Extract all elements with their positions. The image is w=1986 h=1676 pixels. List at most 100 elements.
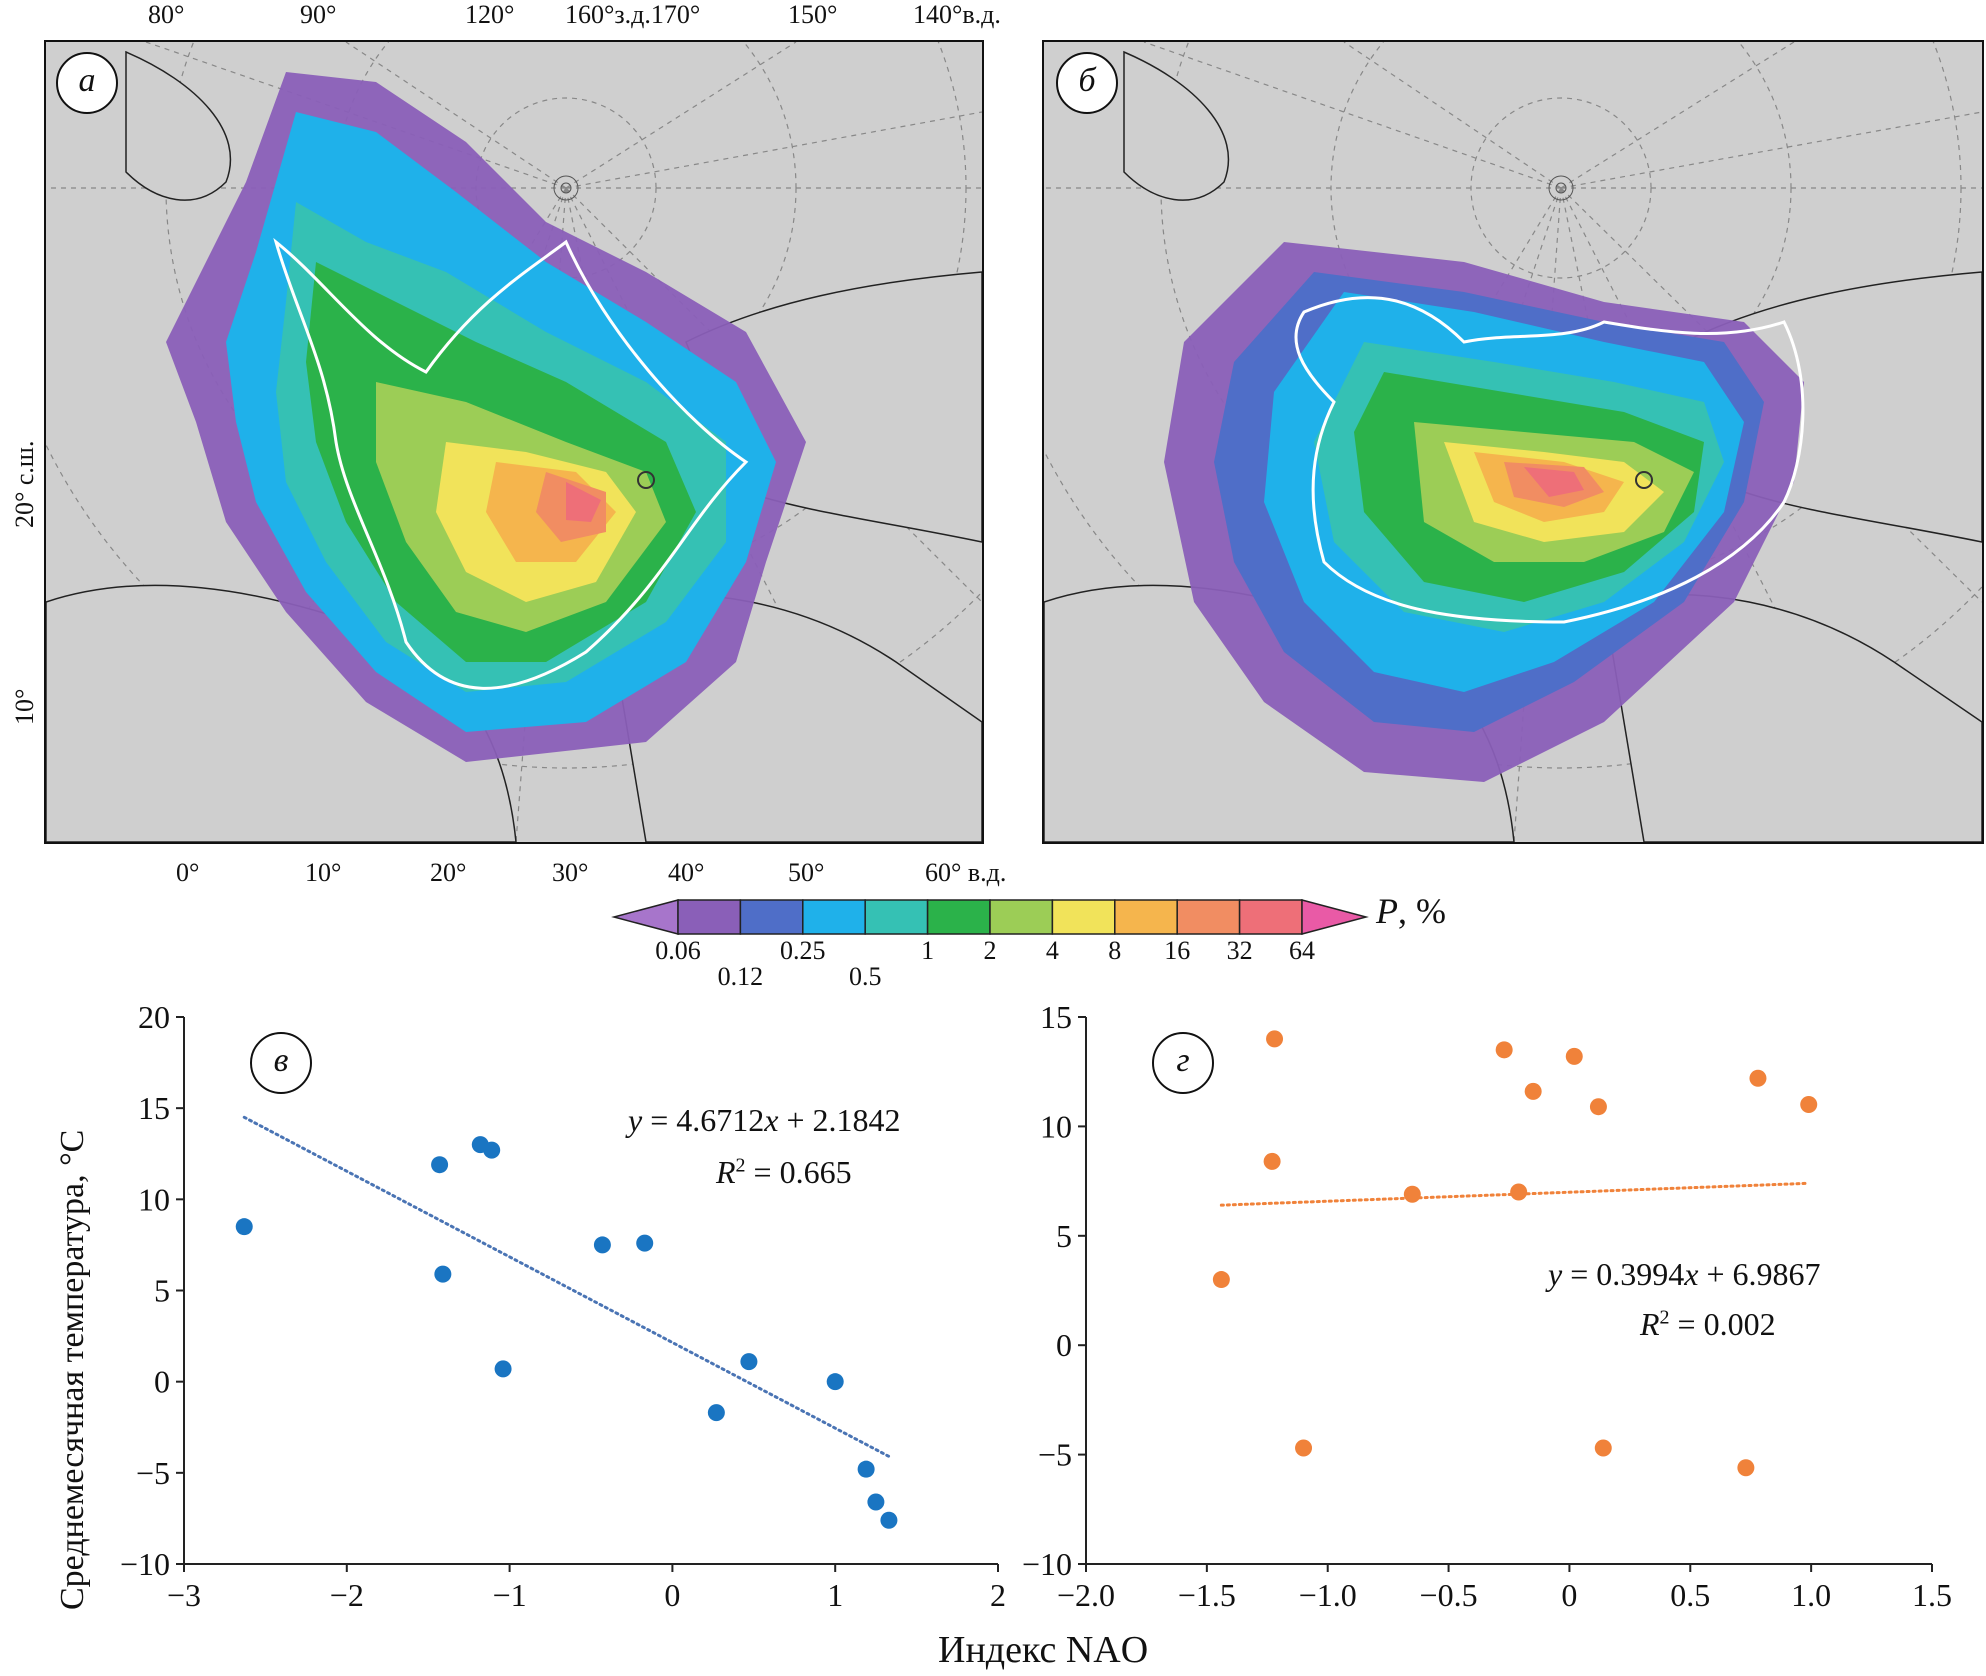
bottom-lon-label-5: 40°: [668, 858, 705, 887]
colorbar-title: P, %: [1376, 890, 1446, 932]
r2-d: R2 = 0.002: [1640, 1306, 1776, 1343]
x-axis-label: Индекс NAO: [938, 1629, 1149, 1671]
panel-a-letter: а: [56, 52, 118, 114]
colorbar-tick-label: 2: [983, 936, 997, 965]
x-tick-label: 0.5: [1670, 1577, 1710, 1613]
eq-c-intercept: + 2.1842: [778, 1102, 901, 1138]
panel-c-letter: в: [250, 1032, 312, 1094]
colorbar-end-right: [1301, 899, 1369, 935]
y-axis-label: Среднемесячная температура, °C: [54, 1129, 91, 1610]
trendline: [242, 1115, 891, 1458]
data-point: [235, 1218, 253, 1236]
data-point: [494, 1360, 512, 1378]
x-tick-label: 0: [1561, 1577, 1577, 1613]
data-point: [636, 1234, 654, 1252]
bottom-lon-label-3: 20°: [430, 858, 467, 887]
data-point: [1295, 1439, 1313, 1457]
data-point: [1594, 1439, 1612, 1457]
colorbar-tick-label: 0.25: [780, 936, 826, 965]
panel-b-letter: б: [1056, 52, 1118, 114]
eq-d-xvar: x: [1684, 1256, 1699, 1292]
eq-c-var: y: [628, 1102, 643, 1138]
data-point: [431, 1156, 449, 1174]
top-lon-label-1: 80°: [148, 0, 185, 29]
y-tick-label: 0: [1056, 1327, 1072, 1363]
y-tick-label: 10: [138, 1181, 170, 1217]
data-point: [826, 1373, 844, 1391]
data-point: [1403, 1185, 1421, 1203]
eq-c-coef: = 4.6712: [642, 1102, 765, 1138]
r2-d-exp: 2: [1659, 1306, 1670, 1329]
left-lat-label-1: 20° с.ш.: [10, 440, 39, 528]
data-point: [1524, 1082, 1542, 1100]
y-tick-label: 5: [154, 1273, 170, 1309]
y-tick-label: −10: [120, 1546, 170, 1582]
colorbar-bin: [1114, 899, 1178, 935]
data-point: [593, 1236, 611, 1254]
data-point: [1800, 1096, 1818, 1114]
y-tick-label: 20: [138, 999, 170, 1035]
top-lon-label-3: 120°: [465, 0, 515, 29]
eq-d-intercept: + 6.9867: [1698, 1256, 1821, 1292]
eq-d-coef: = 0.3994: [1562, 1256, 1685, 1292]
colorbar-bin: [739, 899, 804, 935]
colorbar-tick-label: 32: [1226, 936, 1253, 965]
colorbar-tick-label: 4: [1045, 936, 1059, 965]
data-point: [1737, 1459, 1755, 1477]
equation-c: y = 4.6712x + 2.1842: [628, 1102, 901, 1139]
colorbar-bin: [989, 899, 1054, 935]
x-tick-label: 1.5: [1912, 1577, 1952, 1613]
equation-d: y = 0.3994x + 6.9867: [1548, 1256, 1821, 1293]
map-a-probability-field: [166, 72, 806, 762]
y-tick-label: 15: [1040, 999, 1072, 1035]
colorbar-tick-label: 0.5: [848, 962, 882, 991]
x-tick-label: 0: [664, 1577, 680, 1613]
x-tick-label: −3: [167, 1577, 201, 1613]
top-lon-label-2: 90°: [300, 0, 337, 29]
data-point: [867, 1493, 885, 1511]
colorbar-end-left: [611, 899, 679, 935]
r2-d-value: = 0.002: [1669, 1306, 1776, 1342]
colorbar-var: P: [1376, 891, 1398, 931]
colorbar: [611, 899, 1369, 935]
bottom-lon-label-1: 0°: [176, 858, 200, 887]
map-b-probability-field: [1164, 242, 1805, 782]
colorbar-bin: [864, 899, 929, 935]
y-tick-label: 10: [1040, 1108, 1072, 1144]
x-tick-label: −2.0: [1057, 1577, 1115, 1613]
data-point: [1266, 1030, 1284, 1048]
colorbar-tick-label: 64: [1289, 936, 1315, 965]
x-tick-label: −2: [330, 1577, 364, 1613]
data-point: [857, 1460, 875, 1478]
colorbar-bin: [926, 899, 991, 935]
eq-d-var: y: [1548, 1256, 1563, 1292]
top-lon-label-4: 160°з.д.170°: [565, 0, 701, 29]
map-panel-a: а: [44, 40, 984, 844]
y-tick-label: 0: [154, 1364, 170, 1400]
colorbar-unit: , %: [1398, 891, 1446, 931]
colorbar-tick-label: 1: [921, 936, 935, 965]
data-point: [1510, 1183, 1528, 1201]
data-point: [1565, 1047, 1583, 1065]
map-panel-b: б: [1042, 40, 1984, 844]
y-tick-label: −5: [1038, 1437, 1072, 1473]
panel-d-letter: г: [1152, 1032, 1214, 1094]
data-point: [483, 1141, 501, 1159]
data-point: [1263, 1152, 1281, 1170]
top-lon-label-6: 140°в.д.: [913, 0, 1001, 29]
x-tick-label: −0.5: [1420, 1577, 1478, 1613]
colorbar-tick-label: 0.12: [717, 962, 764, 991]
scatter-chart-d: −10 −5 0 5 10 15 −2.0 −1.5 −1.0 −0.5 0 0.5 1.0 1.5: [1022, 999, 1952, 1613]
bottom-lon-label-4: 30°: [552, 858, 589, 887]
r2-c-value: = 0.665: [745, 1154, 852, 1190]
bottom-lon-label-7: 60° в.д.: [925, 858, 1007, 887]
bottom-lon-label-2: 10°: [305, 858, 342, 887]
data-point: [1495, 1041, 1513, 1059]
colorbar-tick-label: 0.06: [655, 936, 701, 965]
r2-d-var: R: [1640, 1306, 1660, 1342]
data-point: [434, 1265, 452, 1283]
x-tick-label: 2: [990, 1577, 1006, 1613]
bottom-lon-label-6: 50°: [788, 858, 825, 887]
x-tick-label: −1.0: [1299, 1577, 1357, 1613]
